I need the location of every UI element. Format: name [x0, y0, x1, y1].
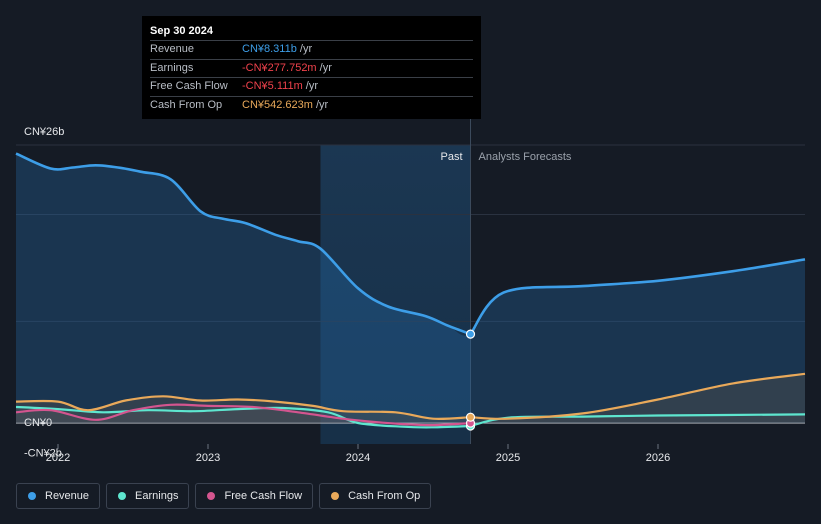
series-forecast-line-cash-from-op — [470, 372, 806, 420]
legend-item-earnings[interactable]: Earnings — [106, 483, 190, 509]
tooltip-value: CN¥542.623m — [242, 98, 313, 111]
tooltip-row-revenue: Revenue CN¥8.311b /yr — [150, 40, 473, 59]
tooltip-value: CN¥8.311b — [242, 43, 297, 55]
legend-dot-icon — [207, 492, 216, 500]
tooltip-value: -CN¥5.111m — [242, 80, 303, 92]
series-point-cash-from-op — [465, 412, 476, 422]
series-area-free-cash-flow — [16, 404, 471, 426]
y-label-bottom: -CN¥2b — [24, 447, 62, 459]
past-highlight-band — [320, 145, 471, 444]
forecast-label: Analysts Forecasts — [479, 151, 572, 163]
tooltip-row-earnings: Earnings -CN¥277.752m /yr — [150, 58, 473, 78]
tooltip-unit: /yr — [296, 43, 313, 55]
legend-label: Cash From Op — [348, 490, 421, 502]
tooltip-label: Free Cash Flow — [150, 80, 228, 92]
tooltip: Sep 30 2024 Revenue CN¥8.311b /yr Earning… — [142, 16, 481, 119]
series-point-revenue — [465, 329, 476, 339]
tooltip-value: -CN¥277.752m — [242, 61, 317, 74]
series-area-earnings — [16, 407, 805, 428]
series-line-cash-from-op — [15, 395, 471, 420]
tooltip-label: Cash From Op — [150, 98, 223, 111]
x-tick-label: 2023 — [196, 452, 220, 464]
tooltip-unit: /yr — [316, 61, 332, 74]
tooltip-unit: /yr — [312, 98, 329, 111]
x-tick-label: 2022 — [46, 452, 70, 464]
y-label-zero: CN¥0 — [24, 417, 52, 429]
tooltip-row-free-cash-flow: Free Cash Flow -CN¥5.111m /yr — [150, 77, 473, 96]
series-line-revenue — [15, 152, 471, 336]
tooltip-date: Sep 30 2024 — [150, 25, 213, 37]
legend-item-cash-from-op[interactable]: Cash From Op — [319, 483, 432, 509]
legend-label: Earnings — [135, 490, 179, 502]
tooltip-unit: /yr — [302, 80, 319, 92]
legend-item-free-cash-flow[interactable]: Free Cash Flow — [195, 483, 314, 509]
legend-dot-icon — [331, 492, 340, 500]
y-label-top: CN¥26b — [24, 126, 64, 138]
legend-item-revenue[interactable]: Revenue — [16, 483, 101, 509]
legend-dot-icon — [28, 492, 36, 500]
series-area-revenue — [16, 153, 805, 423]
x-tick-label: 2026 — [646, 452, 670, 464]
tooltip-row-cash-from-op: Cash From Op CN¥542.623m /yr — [150, 95, 473, 115]
legend-dot-icon — [118, 492, 127, 500]
tooltip-label: Revenue — [150, 43, 195, 55]
series-line-free-cash-flow — [15, 403, 471, 427]
x-tick-label: 2024 — [346, 452, 370, 464]
chart-legend: Revenue Earnings Free Cash Flow Cash Fro… — [16, 483, 432, 511]
legend-label: Revenue — [45, 490, 90, 502]
tooltip-label: Earnings — [150, 61, 194, 74]
x-tick-label: 2025 — [496, 452, 520, 464]
series-forecast-line-revenue — [469, 258, 806, 335]
past-label: Past — [440, 151, 462, 163]
legend-label: Free Cash Flow — [224, 490, 303, 502]
